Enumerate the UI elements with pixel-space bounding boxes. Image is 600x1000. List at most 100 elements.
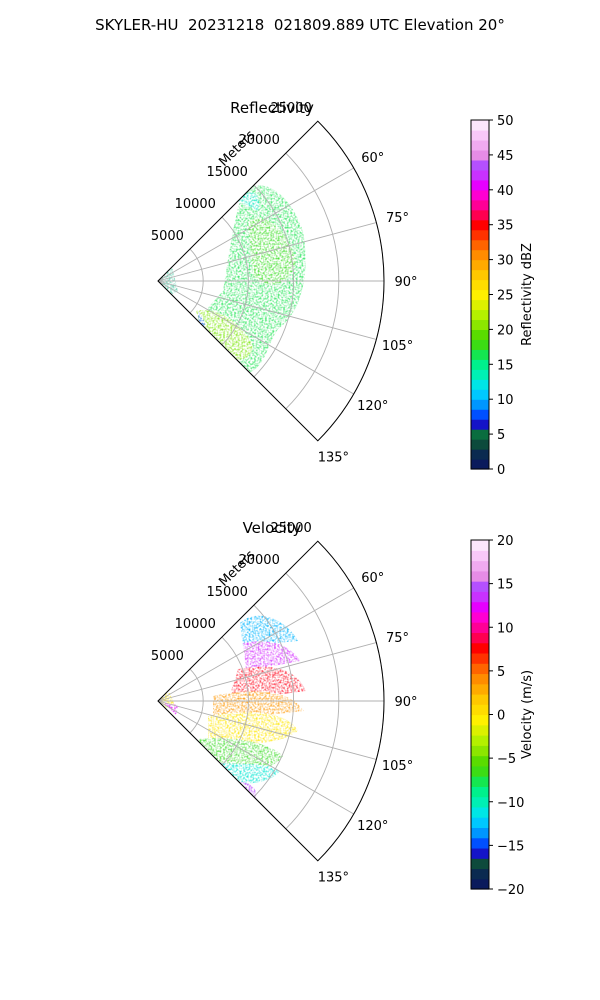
angle-tick-label: 60° (361, 151, 384, 166)
panel-title: Velocity (243, 519, 302, 537)
colorbar-swatch (471, 349, 489, 360)
colorbar-swatch (471, 359, 489, 370)
colorbar-swatch (471, 399, 489, 410)
colorbar-tick-label: −10 (497, 796, 524, 811)
radial-tick-label: 5000 (151, 229, 184, 244)
colorbar-label: Reflectivity dBZ (520, 243, 535, 346)
echo-field (158, 615, 306, 800)
colorbar-tick-label: 5 (497, 665, 505, 680)
velocity-panel: Velocity 5000 10000 15000 20000 25000 Meters 60… (151, 519, 535, 898)
colorbar-swatch (471, 581, 489, 592)
colorbar-swatch (471, 449, 489, 460)
colorbar-tick-label: 15 (497, 578, 514, 593)
colorbar-swatch (471, 279, 489, 291)
radial-tick-label: 15000 (207, 585, 248, 600)
colorbar-swatch (471, 755, 489, 767)
colorbar-swatch (471, 673, 489, 685)
colorbar-swatch (471, 409, 489, 420)
colorbar-tick-label: 20 (497, 323, 514, 338)
colorbar-swatch (471, 868, 489, 880)
colorbar-swatch (471, 570, 489, 582)
colorbar-tick-label: 40 (497, 184, 514, 199)
colorbar-swatch (471, 319, 489, 330)
angle-tick-label: 120° (357, 819, 388, 834)
colorbar-swatch (471, 429, 489, 440)
colorbar-tick-label: 10 (497, 621, 514, 636)
colorbar-tick-label: 35 (497, 219, 514, 234)
angle-tick-label: 135° (318, 450, 349, 465)
radial-tick-label: 10000 (175, 197, 216, 212)
radial-tick-label: 20000 (238, 553, 279, 568)
colorbar-swatch (471, 309, 489, 321)
colorbar-swatch (471, 550, 489, 562)
colorbar-swatch (471, 642, 489, 654)
radial-axis-label: Meters (216, 128, 258, 170)
colorbar-swatch (471, 299, 489, 311)
radial-axis-label: Meters (216, 548, 258, 590)
angle-tick-label: 105° (382, 759, 413, 774)
colorbar-swatch (471, 439, 489, 450)
colorbar-swatch (471, 786, 489, 798)
colorbar-swatch (471, 817, 489, 829)
colorbar: −20 −15 −10 −5 0 5 10 15 20 Velocity (m/s) (470, 534, 535, 898)
colorbar-swatch (471, 796, 489, 808)
colorbar-swatch (471, 179, 489, 191)
colorbar-swatch (471, 199, 489, 211)
colorbar-swatch (471, 159, 489, 171)
colorbar-swatch (471, 229, 489, 241)
angle-tick-label: 105° (382, 339, 413, 354)
radial-tick-label: 5000 (151, 649, 184, 664)
colorbar-swatch (471, 735, 489, 746)
sector-frame (157, 120, 385, 442)
colorbar-tick-label: 5 (497, 428, 505, 443)
colorbar-swatch (471, 369, 489, 380)
angle-tick-label: 75° (386, 631, 409, 646)
colorbar-swatch (471, 289, 489, 301)
colorbar-swatch (471, 847, 489, 859)
colorbar-swatch (471, 419, 489, 430)
panel-title: Reflectivity (230, 99, 314, 117)
angle-tick-label: 120° (357, 399, 388, 414)
colorbar-label: Velocity (m/s) (520, 670, 535, 759)
angle-tick-label: 75° (386, 211, 409, 226)
colorbar-swatch (471, 683, 489, 695)
colorbar-tick-label: 0 (497, 463, 505, 478)
colorbar: 0 5 10 15 20 25 30 35 40 45 50 Reflectivity dBZ (470, 114, 535, 478)
colorbar-swatch (471, 259, 489, 271)
colorbar-swatch (471, 120, 489, 131)
radial-tick-label: 15000 (207, 165, 248, 180)
colorbar-swatch (471, 169, 489, 181)
colorbar-swatch (471, 622, 489, 633)
colorbar-swatch (471, 776, 489, 787)
colorbar-swatch (471, 611, 489, 623)
colorbar-swatch (471, 765, 489, 777)
colorbar-swatch (471, 693, 489, 705)
colorbar-swatch (471, 139, 489, 151)
colorbar-tick-label: −20 (497, 883, 524, 898)
radial-tick-label: 25000 (270, 521, 311, 536)
colorbar-swatch (471, 878, 489, 890)
colorbar-swatch (471, 129, 489, 141)
polar-grid (157, 540, 385, 862)
colorbar-swatch (471, 269, 489, 281)
figure-title: SKYLER-HU 20231218 021809.889 UTC Elevat… (95, 16, 505, 34)
colorbar-swatch (471, 704, 489, 716)
colorbar-swatch (471, 339, 489, 350)
colorbar-tick-label: 10 (497, 393, 514, 408)
colorbar-swatch (471, 189, 489, 201)
colorbar-tick-label: −5 (497, 752, 516, 767)
colorbar-swatch (471, 540, 489, 551)
colorbar-swatch (471, 239, 489, 251)
colorbar-swatch (471, 632, 489, 644)
colorbar-tick-label: 45 (497, 149, 514, 164)
colorbar-swatch (471, 379, 489, 390)
colorbar-swatch (471, 652, 489, 664)
colorbar-swatch (471, 560, 489, 572)
angle-tick-label: 60° (361, 571, 384, 586)
colorbar-swatch (471, 714, 489, 726)
colorbar-swatch (471, 724, 489, 736)
sector-frame (157, 540, 385, 862)
radial-tick-label: 20000 (238, 133, 279, 148)
angle-tick-label: 135° (318, 870, 349, 885)
